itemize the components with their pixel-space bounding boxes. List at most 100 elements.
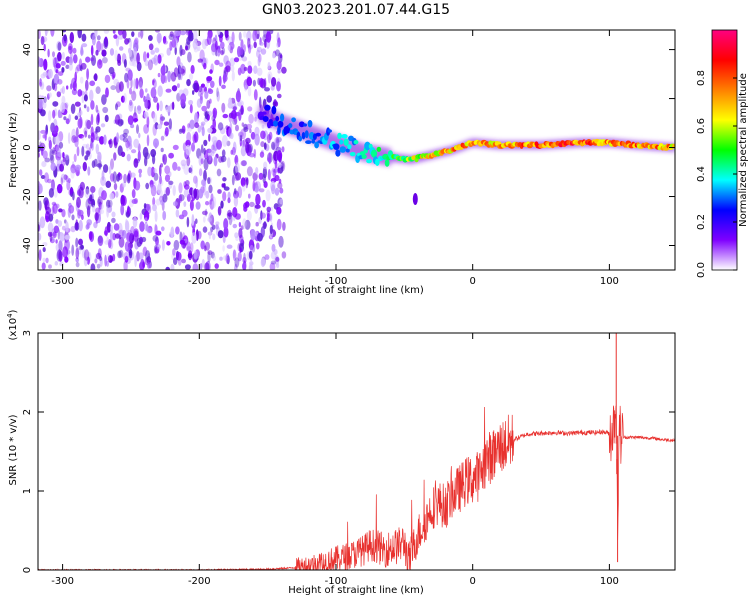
noise-blob (134, 180, 141, 191)
noise-blob (244, 85, 248, 92)
noise-blob (95, 86, 101, 94)
noise-blob (186, 216, 190, 228)
noise-blob (238, 31, 242, 41)
noise-blob (219, 34, 223, 43)
noise-blob (125, 220, 130, 233)
noise-blob (201, 179, 206, 187)
noise-blob (131, 57, 138, 67)
noise-blob (203, 62, 207, 70)
noise-blob (151, 111, 156, 119)
noise-blob (66, 85, 69, 90)
noise-blob (225, 65, 231, 73)
noise-blob (198, 188, 204, 199)
colorbar-ticks: 0.0 0.2 0.4 0.6 0.8 (696, 70, 737, 278)
noise-blob (188, 99, 194, 106)
noise-blob (146, 93, 150, 101)
noise-blob (75, 262, 80, 268)
noise-blob (123, 93, 127, 104)
spectrogram-ytick-label: -40 (22, 237, 33, 253)
ridge-cell (275, 115, 280, 122)
ridge-cell (339, 146, 347, 153)
noise-blob (58, 240, 63, 248)
noise-blob (54, 135, 60, 145)
noise-blob (225, 253, 230, 264)
noise-blob (156, 102, 160, 111)
noise-blob (78, 219, 83, 232)
noise-blob (140, 30, 144, 39)
noise-blob (91, 205, 96, 213)
noise-blob (118, 229, 125, 237)
noise-blob (177, 166, 181, 171)
noise-blob (66, 179, 71, 191)
noise-blob (192, 263, 199, 270)
noise-blob (246, 123, 253, 130)
noise-blob (139, 212, 143, 220)
ridge-cell (384, 159, 390, 167)
noise-blob (44, 30, 48, 37)
spectrogram-ytick-label: -20 (22, 188, 33, 204)
noise-blob (110, 224, 113, 233)
noise-blob (221, 149, 226, 158)
snr-ytick-label: 3 (22, 330, 33, 336)
noise-blob (42, 257, 46, 263)
noise-blob (217, 45, 221, 53)
noise-blob (248, 153, 255, 158)
noise-blob (48, 68, 53, 79)
noise-blob (209, 198, 215, 210)
noise-blob (249, 244, 254, 253)
noise-blob (60, 102, 66, 114)
noise-blob (77, 112, 81, 117)
noise-blob (181, 258, 187, 264)
noise-blob (181, 163, 185, 170)
noise-blob (232, 118, 238, 125)
snr-ytick-label: 0 (22, 567, 33, 573)
noise-blob (223, 218, 229, 230)
noise-blob (243, 206, 248, 212)
ridge-cell (301, 132, 306, 140)
noise-blob (255, 167, 259, 175)
noise-blob (275, 49, 280, 57)
noise-blob (153, 138, 159, 148)
noise-blob (170, 263, 175, 270)
snr-line (38, 405, 675, 570)
noise-blob (276, 206, 282, 215)
noise-blob (200, 144, 204, 154)
ridge-cell (366, 158, 372, 164)
noise-blob (256, 33, 260, 40)
noise-blob (97, 198, 101, 205)
noise-blob (207, 88, 214, 94)
noise-blob (168, 33, 175, 41)
spectrogram-xtick-label: 100 (600, 276, 619, 287)
snr-x-label: Height of straight line (km) (288, 585, 424, 596)
noise-blob (65, 175, 69, 183)
noise-blob (113, 34, 118, 39)
noise-blob (87, 134, 91, 139)
spectrogram-x-ticks: -300 -200 -100 0 100 (51, 30, 619, 287)
noise-blob (202, 210, 208, 216)
snr-xtick-label: -200 (188, 576, 211, 587)
noise-blob (86, 222, 91, 229)
noise-blob (221, 135, 228, 147)
noise-blob (155, 198, 161, 206)
colorbar-tick-label: 0.8 (696, 70, 707, 86)
noise-blob (274, 174, 280, 182)
noise-blob (244, 219, 251, 230)
noise-blob (147, 261, 151, 269)
noise-blob (248, 113, 254, 124)
noise-blob (227, 101, 233, 109)
noise-blob (137, 31, 141, 38)
noise-blob (81, 214, 84, 220)
noise-blob (138, 252, 144, 260)
noise-blob (201, 38, 207, 50)
noise-blob (281, 251, 287, 259)
noise-blob (95, 114, 100, 126)
noise-blob (85, 198, 92, 211)
noise-blob (193, 175, 198, 184)
noise-blob (256, 49, 261, 58)
noise-blob (150, 149, 157, 158)
noise-blob (154, 30, 161, 33)
noise-blob (70, 225, 76, 233)
noise-blob (170, 226, 175, 239)
noise-blob (214, 263, 219, 269)
noise-blob (64, 256, 69, 263)
